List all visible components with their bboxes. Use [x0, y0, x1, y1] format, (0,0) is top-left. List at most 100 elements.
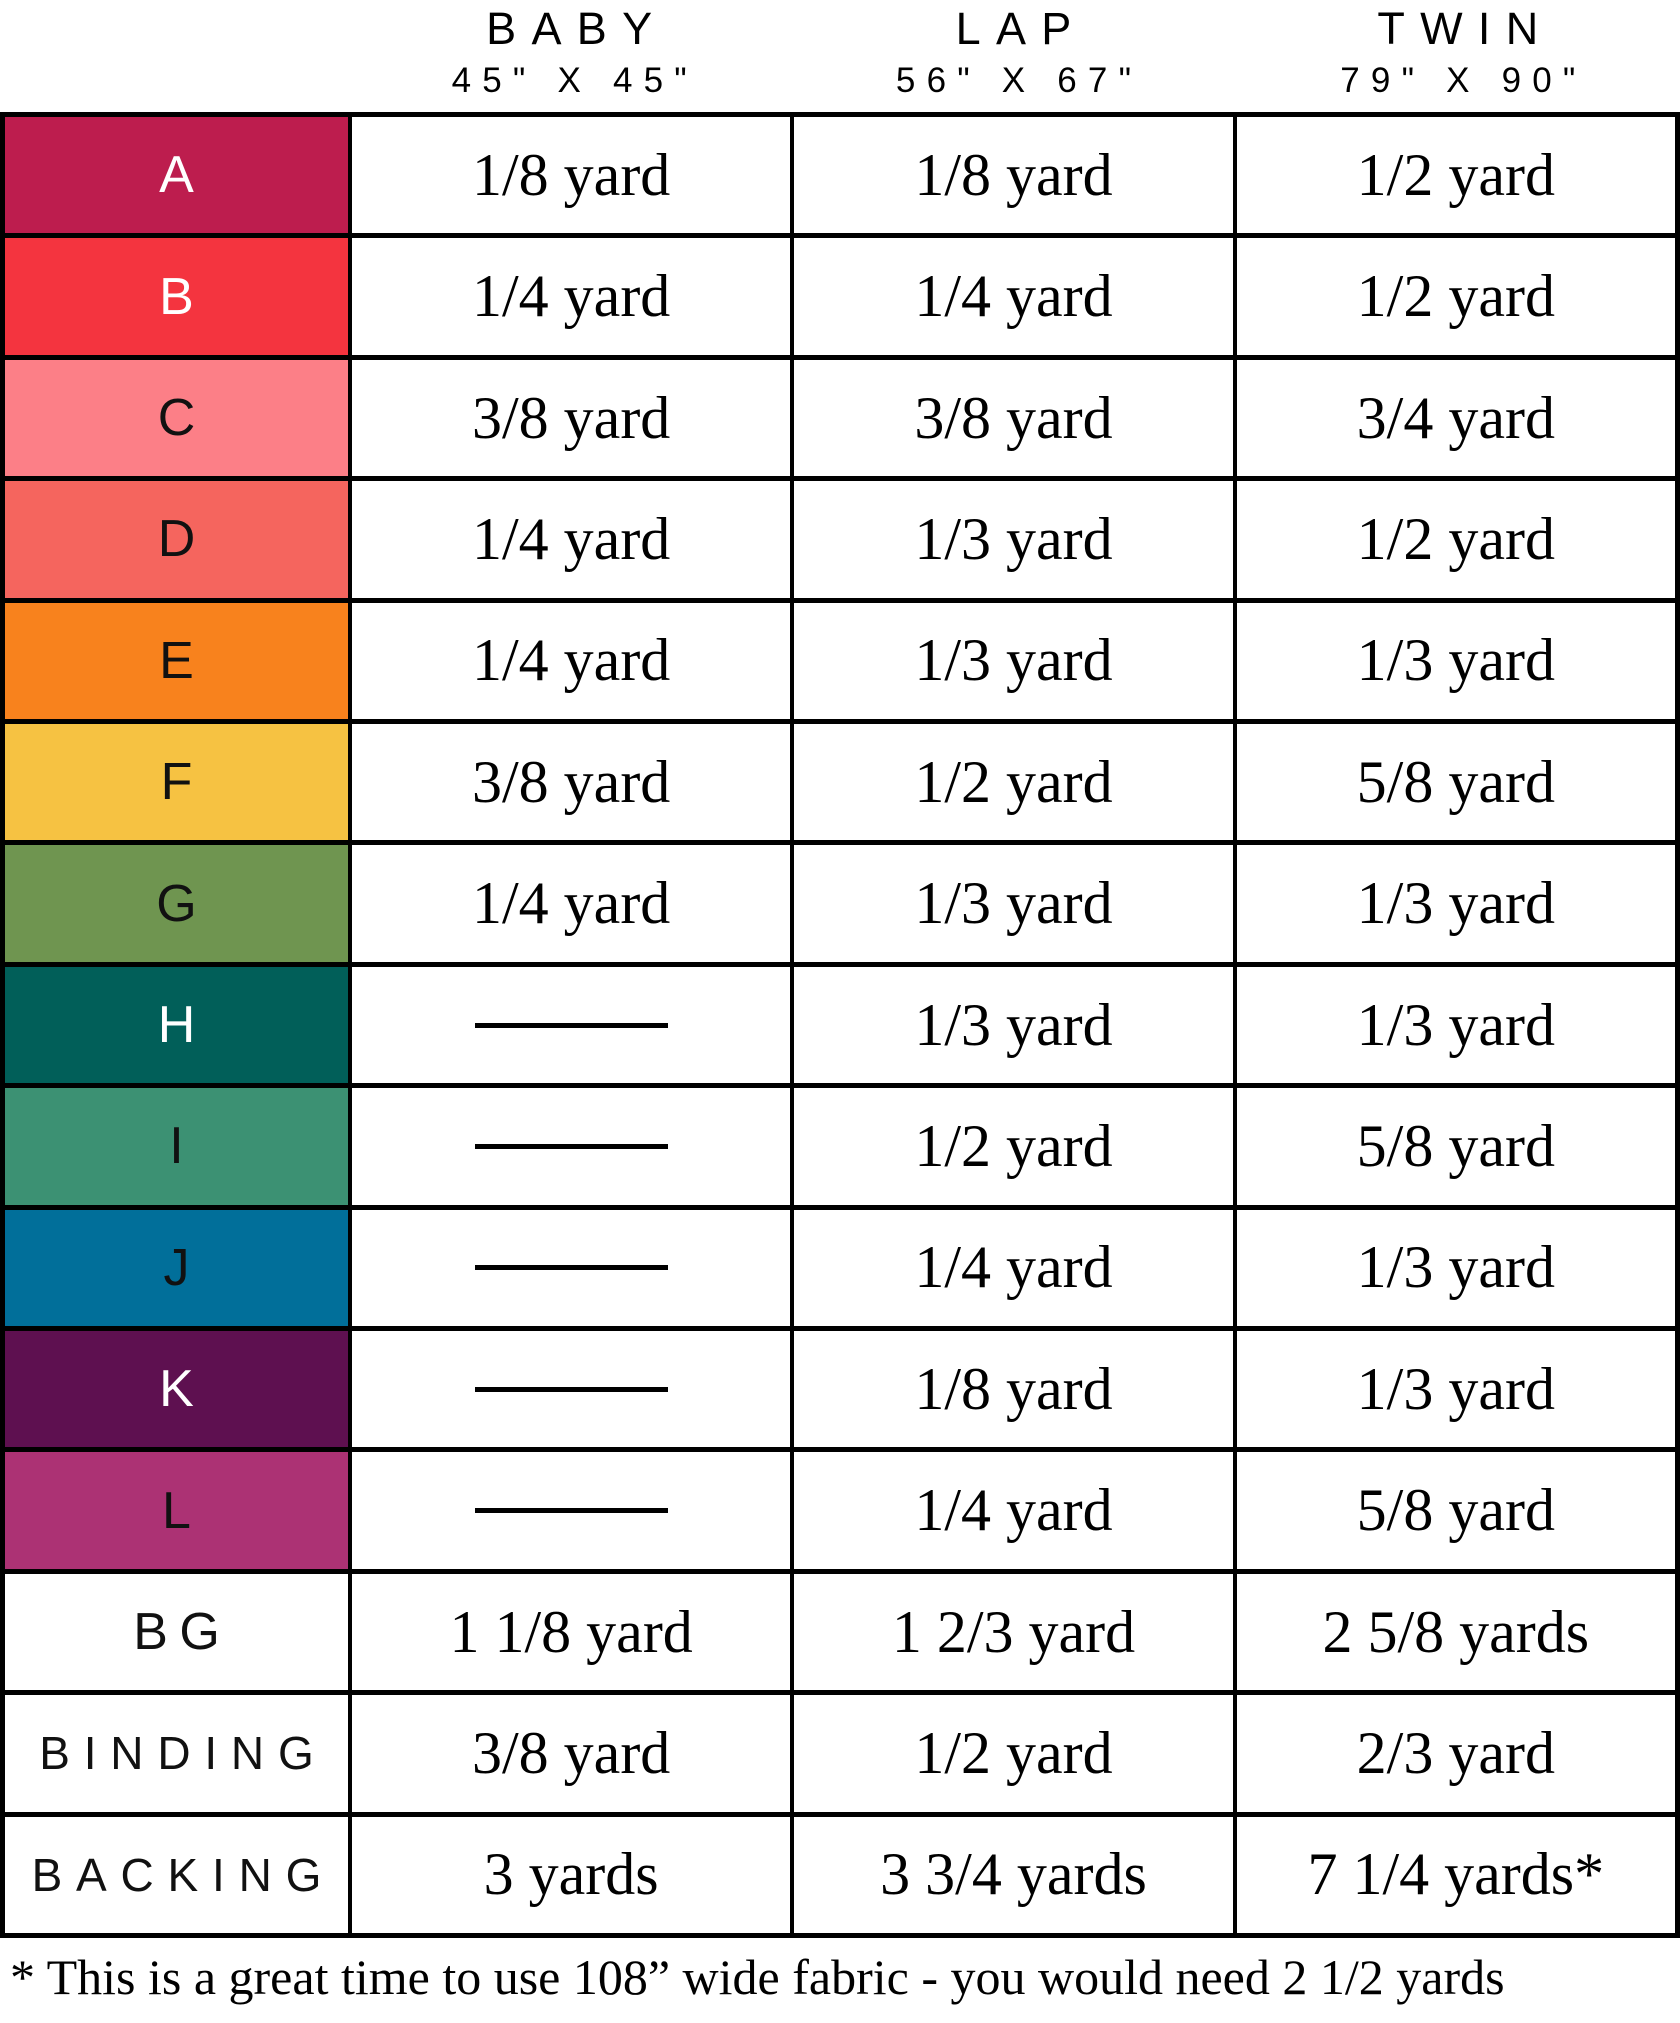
baby-yardage-cell: [348, 1331, 790, 1448]
twin-yardage-cell: 1/2 yard: [1232, 117, 1675, 234]
twin-yardage-cell: 5/8 yard: [1232, 1452, 1675, 1569]
lap-yardage-cell: 1/4 yard: [790, 1452, 1232, 1569]
baby-yardage-cell: 3 yards: [348, 1816, 790, 1934]
fabric-label: E: [159, 631, 206, 690]
fabric-swatch: E: [5, 602, 348, 720]
fabric-swatch: BINDING: [5, 1695, 348, 1812]
twin-yardage-cell: 5/8 yard: [1232, 1088, 1675, 1205]
baby-yardage-cell: 1/4 yard: [348, 845, 790, 962]
baby-yardage-cell: 1/4 yard: [348, 238, 790, 355]
fabric-swatch: I: [5, 1088, 348, 1205]
fabric-label: BG: [133, 1603, 232, 1662]
header-col-lap: LAP 56" X 67": [791, 0, 1235, 112]
lap-yardage-cell: 1/3 yard: [790, 602, 1232, 720]
table-row: F 3/8 yard 1/2 yard 5/8 yard: [5, 719, 1675, 841]
baby-yardage-cell: 3/8 yard: [348, 1695, 790, 1812]
fabric-swatch: G: [5, 845, 348, 962]
twin-yardage-cell: 7 1/4 yards*: [1232, 1816, 1675, 1934]
lap-yardage-cell: 3/8 yard: [790, 359, 1232, 477]
header-col-twin: TWIN 79" X 90": [1236, 0, 1680, 112]
table-row: J 1/4 yard 1/3 yard: [5, 1204, 1675, 1327]
fabric-swatch: C: [5, 359, 348, 477]
fabric-swatch: B: [5, 238, 348, 355]
fabric-label: G: [156, 874, 209, 933]
lap-yardage-cell: 3 3/4 yards: [790, 1816, 1232, 1934]
baby-yardage-cell: 3/8 yard: [348, 724, 790, 841]
size-dimensions-baby: 45" X 45": [451, 61, 698, 100]
header-spacer: [0, 0, 347, 112]
fabric-label: BINDING: [39, 1727, 328, 1780]
table-row: K 1/8 yard 1/3 yard: [5, 1326, 1675, 1448]
fabric-swatch: F: [5, 724, 348, 841]
fabric-swatch: J: [5, 1209, 348, 1327]
lap-yardage-cell: 1/2 yard: [790, 1695, 1232, 1812]
table-row: L 1/4 yard 5/8 yard: [5, 1447, 1675, 1569]
no-yardage-dash: [474, 1508, 668, 1514]
twin-yardage-cell: 1/3 yard: [1232, 1209, 1675, 1327]
twin-yardage-cell: 1/3 yard: [1232, 845, 1675, 962]
size-dimensions-twin: 79" X 90": [1340, 61, 1587, 100]
table-row: I 1/2 yard 5/8 yard: [5, 1083, 1675, 1205]
lap-yardage-cell: 1/3 yard: [790, 845, 1232, 962]
fabric-label: A: [159, 146, 206, 205]
no-yardage-dash: [474, 1022, 668, 1028]
lap-yardage-cell: 1/2 yard: [790, 724, 1232, 841]
fabric-swatch: BG: [5, 1573, 348, 1691]
table-row: BACKING 3 yards 3 3/4 yards 7 1/4 yards*: [5, 1811, 1675, 1934]
fabric-swatch: BACKING: [5, 1816, 348, 1934]
baby-yardage-cell: [348, 1209, 790, 1327]
fabric-label: I: [169, 1117, 196, 1176]
size-dimensions-lap: 56" X 67": [895, 61, 1143, 100]
table-row: B 1/4 yard 1/4 yard 1/2 yard: [5, 233, 1675, 355]
fabric-label: C: [157, 389, 207, 448]
lap-yardage-cell: 1/3 yard: [790, 966, 1232, 1084]
fabric-swatch: H: [5, 966, 348, 1084]
no-yardage-dash: [474, 1386, 668, 1392]
fabric-label: F: [160, 753, 204, 812]
baby-yardage-cell: 1/4 yard: [348, 481, 790, 598]
baby-yardage-cell: [348, 1452, 790, 1569]
fabric-yardage-table: A 1/8 yard 1/8 yard 1/2 yard B 1/4 yard …: [0, 112, 1680, 1938]
fabric-label: BACKING: [31, 1848, 336, 1901]
size-label-twin: TWIN: [1377, 3, 1554, 54]
twin-yardage-cell: 1/3 yard: [1232, 1331, 1675, 1448]
fabric-label: K: [159, 1360, 206, 1419]
lap-yardage-cell: 1/4 yard: [790, 238, 1232, 355]
baby-yardage-cell: 3/8 yard: [348, 359, 790, 477]
lap-yardage-cell: 1/3 yard: [790, 481, 1232, 598]
fabric-swatch: L: [5, 1452, 348, 1569]
header-col-baby: BABY 45" X 45": [347, 0, 791, 112]
twin-yardage-cell: 3/4 yard: [1232, 359, 1675, 477]
fabric-label: J: [163, 1238, 201, 1297]
table-row: A 1/8 yard 1/8 yard 1/2 yard: [5, 117, 1675, 234]
table-row: E 1/4 yard 1/3 yard 1/3 yard: [5, 597, 1675, 720]
twin-yardage-cell: 2/3 yard: [1232, 1695, 1675, 1812]
lap-yardage-cell: 1/8 yard: [790, 1331, 1232, 1448]
lap-yardage-cell: 1/4 yard: [790, 1209, 1232, 1327]
twin-yardage-cell: 1/2 yard: [1232, 238, 1675, 355]
fabric-swatch: A: [5, 117, 348, 234]
baby-yardage-cell: [348, 966, 790, 1084]
fabric-swatch: D: [5, 481, 348, 598]
baby-yardage-cell: [348, 1088, 790, 1205]
fabric-label: D: [157, 510, 207, 569]
size-label-baby: BABY: [486, 3, 668, 54]
lap-yardage-cell: 1/8 yard: [790, 117, 1232, 234]
table-row: G 1/4 yard 1/3 yard 1/3 yard: [5, 840, 1675, 962]
twin-yardage-cell: 2 5/8 yards: [1232, 1573, 1675, 1691]
fabric-label: L: [162, 1481, 203, 1540]
lap-yardage-cell: 1/2 yard: [790, 1088, 1232, 1205]
fabric-label: H: [157, 996, 207, 1055]
twin-yardage-cell: 1/3 yard: [1232, 966, 1675, 1084]
table-row: C 3/8 yard 3/8 yard 3/4 yard: [5, 354, 1675, 477]
table-row: D 1/4 yard 1/3 yard 1/2 yard: [5, 476, 1675, 598]
no-yardage-dash: [474, 1265, 668, 1271]
table-row: BINDING 3/8 yard 1/2 yard 2/3 yard: [5, 1690, 1675, 1812]
lap-yardage-cell: 1 2/3 yard: [790, 1573, 1232, 1691]
baby-yardage-cell: 1/4 yard: [348, 602, 790, 720]
table-header: BABY 45" X 45" LAP 56" X 67" TWIN 79" X …: [0, 0, 1680, 112]
baby-yardage-cell: 1 1/8 yard: [348, 1573, 790, 1691]
size-label-lap: LAP: [955, 3, 1087, 54]
baby-yardage-cell: 1/8 yard: [348, 117, 790, 234]
